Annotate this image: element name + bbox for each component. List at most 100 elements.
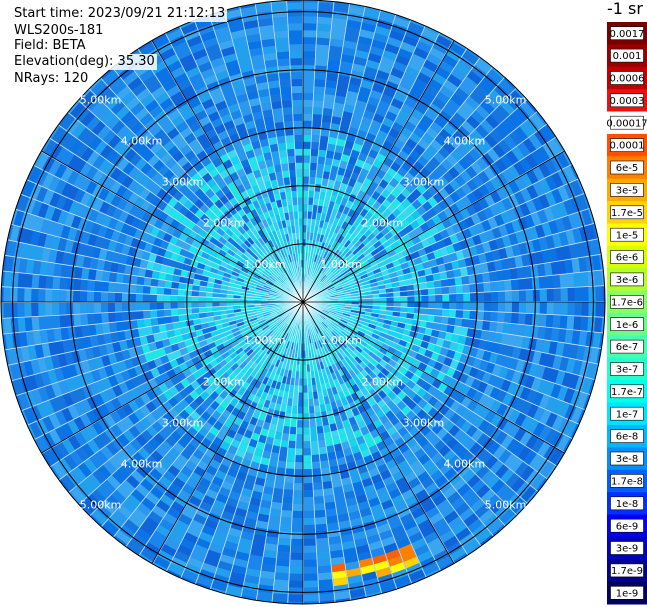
ray-sector (305, 219, 321, 289)
ray-sector (318, 231, 352, 280)
ray-sector (376, 424, 451, 537)
ray-sector (158, 272, 167, 281)
ray-sector (394, 437, 406, 448)
ray-sector (317, 74, 350, 214)
ray-sector (303, 489, 319, 604)
ray-sector (269, 224, 276, 232)
ray-sector (319, 323, 374, 392)
ray-sector (259, 321, 267, 327)
ray-sector (169, 324, 254, 369)
ray-sector (255, 370, 272, 398)
ray-sector (51, 126, 224, 249)
colorbar-label-box (610, 406, 644, 421)
ray-sector (3, 314, 82, 334)
ray-sector (16, 227, 250, 291)
elevation-label: Elevation(deg): 35.30 (12, 54, 157, 70)
colorbar-label-box (610, 48, 644, 63)
ray-sector (269, 313, 296, 357)
ray-sector (562, 343, 579, 359)
ray-sector (188, 230, 268, 282)
ray-sector (309, 163, 325, 240)
ray-sector (195, 177, 207, 189)
ray-gap (1, 301, 304, 319)
ray-sector (189, 42, 230, 118)
ray-sector (303, 329, 306, 344)
ray-sector (205, 43, 232, 88)
ray-sector (533, 406, 571, 434)
ray-sector (268, 302, 303, 395)
ray-sector (303, 302, 378, 344)
ray-sector (320, 10, 348, 137)
colorbar-tick-label: 1.7e-6 (611, 297, 643, 308)
ray-sector (552, 355, 597, 379)
range-label: 5.00km (80, 499, 122, 512)
ray-sector (275, 278, 283, 285)
ray-sector (127, 320, 284, 470)
ray-gap (302, 269, 604, 303)
ray-sector (303, 235, 437, 302)
ray-sector (358, 270, 367, 277)
ray-sector (432, 50, 479, 110)
ray-sector (445, 165, 577, 237)
colorbar-tick-label: 3e-6 (616, 275, 639, 286)
ray-sector (308, 158, 341, 275)
ray-sector (107, 416, 207, 530)
ray-sector (89, 347, 244, 469)
ray-sector (259, 277, 267, 283)
ray-sector (280, 265, 296, 291)
ray-sector (277, 290, 284, 295)
ray-sector (303, 2, 318, 219)
ray-sector (49, 192, 74, 213)
ray-sector (209, 10, 252, 117)
ray-sector (315, 348, 321, 356)
ray-sector (487, 441, 548, 492)
ray-sector (62, 386, 163, 454)
colorbar-label-box (610, 474, 644, 488)
ray-sector (214, 333, 277, 405)
ray-sector (210, 394, 278, 594)
ray-sector (178, 282, 186, 290)
ray-sector (249, 309, 277, 320)
ray-sector (376, 95, 520, 232)
ray-sector (306, 364, 335, 602)
ray-gap (302, 301, 494, 537)
ray-sector (348, 111, 398, 203)
ray-sector (198, 61, 238, 137)
ray-sector (344, 326, 376, 348)
ray-sector (259, 24, 294, 220)
ray-sector (373, 203, 460, 260)
ray-sector (277, 58, 294, 129)
ray-sector (466, 455, 528, 515)
ray-sector (360, 10, 396, 90)
ray-sector (371, 273, 441, 291)
ray-sector (314, 233, 412, 295)
ray-sector (422, 334, 579, 390)
ray-sector (97, 125, 163, 184)
ray-sector (36, 153, 170, 233)
ray-sector (432, 142, 531, 215)
ray-sector (261, 446, 288, 573)
ray-sector (337, 303, 470, 319)
ray-gap (302, 301, 596, 380)
ray-sector (186, 277, 208, 287)
ray-sector (359, 557, 374, 568)
ray-sector (340, 279, 348, 285)
ray-sector (70, 102, 179, 197)
ray-sector (242, 305, 298, 340)
ray-sector (325, 256, 368, 287)
ray-sector (421, 67, 505, 162)
ray-sector (320, 411, 364, 591)
ray-sector (324, 249, 371, 286)
ray-sector (308, 306, 401, 386)
ray-sector (247, 40, 276, 132)
ray-sector (326, 388, 375, 524)
ray-sector (317, 228, 381, 288)
ray-sector (307, 315, 328, 369)
ray-sector (314, 1, 350, 192)
range-label: 2.00km (362, 375, 404, 388)
ray-sector (316, 294, 450, 302)
ray-sector (235, 238, 279, 279)
ray-sector (74, 396, 146, 447)
ray-sector (456, 291, 506, 302)
ray-sector (280, 156, 288, 165)
